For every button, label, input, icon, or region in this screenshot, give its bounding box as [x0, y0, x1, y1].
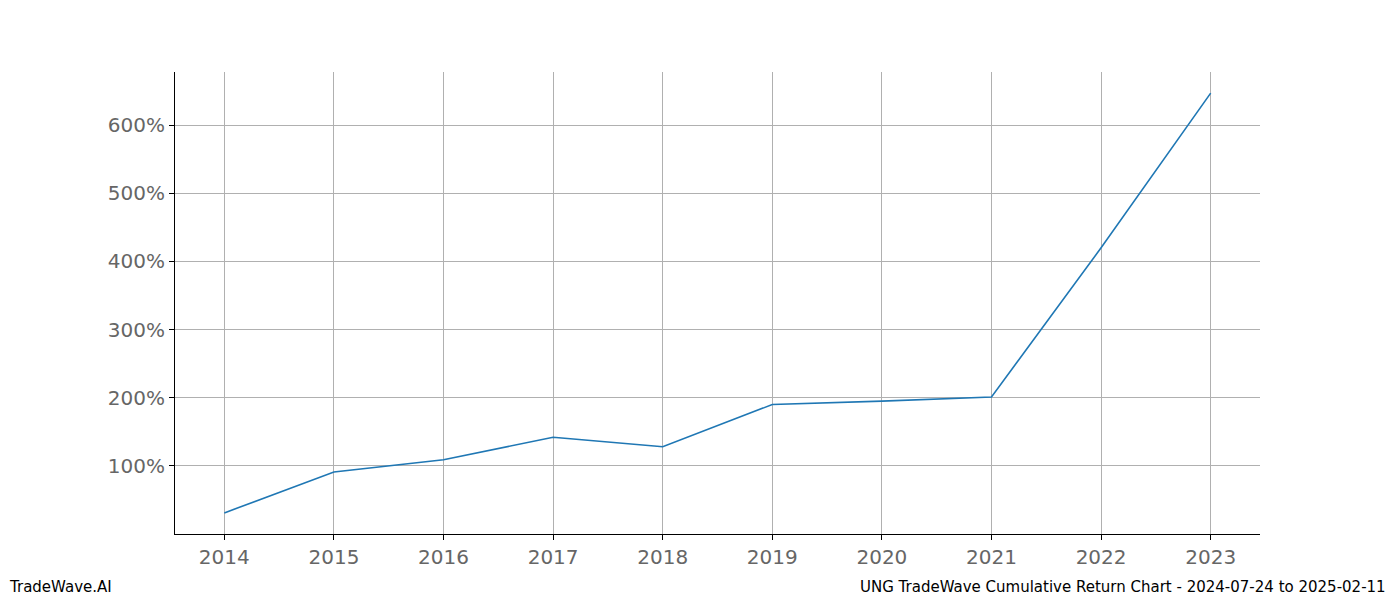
svg-text:600%: 600% [108, 113, 165, 137]
svg-text:400%: 400% [108, 249, 165, 273]
svg-text:2018: 2018 [637, 545, 688, 569]
svg-text:2020: 2020 [856, 545, 907, 569]
svg-text:2021: 2021 [966, 545, 1017, 569]
svg-text:2023: 2023 [1185, 545, 1236, 569]
svg-text:100%: 100% [108, 454, 165, 478]
svg-text:500%: 500% [108, 181, 165, 205]
svg-text:300%: 300% [108, 318, 165, 342]
svg-text:TradeWave.AI: TradeWave.AI [9, 578, 112, 596]
svg-text:2015: 2015 [308, 545, 359, 569]
svg-text:2022: 2022 [1076, 545, 1127, 569]
svg-text:2016: 2016 [418, 545, 469, 569]
svg-text:2017: 2017 [528, 545, 579, 569]
svg-text:UNG TradeWave Cumulative Retur: UNG TradeWave Cumulative Return Chart - … [860, 578, 1386, 596]
svg-text:200%: 200% [108, 386, 165, 410]
svg-text:2014: 2014 [199, 545, 250, 569]
svg-text:2019: 2019 [747, 545, 798, 569]
